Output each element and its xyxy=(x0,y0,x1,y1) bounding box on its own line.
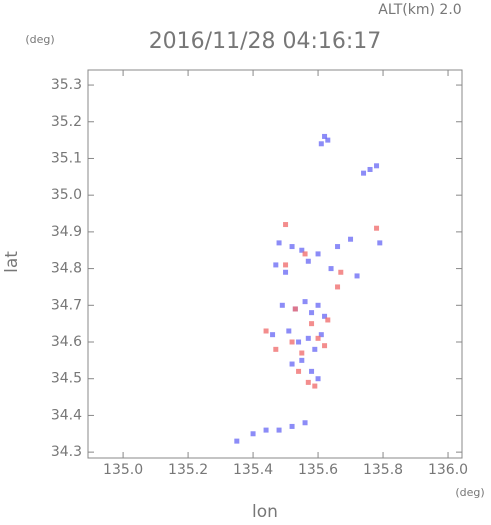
data-point xyxy=(377,240,383,246)
y-tick-label: 34.8 xyxy=(51,261,82,277)
data-point xyxy=(322,343,328,349)
data-point xyxy=(263,427,269,433)
data-point xyxy=(312,346,318,352)
data-point xyxy=(299,247,305,253)
x-axis-label: lon xyxy=(252,502,278,521)
data-point xyxy=(312,383,318,389)
y-tick-label: 35.2 xyxy=(51,114,82,130)
data-point xyxy=(315,335,321,341)
data-point xyxy=(335,284,341,290)
data-point xyxy=(309,310,315,316)
data-point xyxy=(361,170,367,176)
data-point xyxy=(374,163,380,169)
data-point xyxy=(276,240,282,246)
data-point xyxy=(354,273,360,279)
data-point xyxy=(289,423,295,429)
data-point xyxy=(289,244,295,250)
x-tick-label: 135.0 xyxy=(103,462,143,478)
data-point xyxy=(292,306,298,312)
data-point xyxy=(299,357,305,363)
data-point xyxy=(279,302,285,308)
y-axis-label: lat xyxy=(2,251,22,273)
data-point xyxy=(325,137,331,143)
y-tick-label: 34.3 xyxy=(51,444,82,460)
data-point xyxy=(315,302,321,308)
data-point xyxy=(318,332,324,338)
x-tick-label: 135.2 xyxy=(168,462,208,478)
data-point xyxy=(296,339,302,345)
data-point xyxy=(305,258,311,264)
data-point xyxy=(273,346,279,352)
data-point xyxy=(286,328,292,334)
data-point xyxy=(283,262,289,268)
data-point xyxy=(296,368,302,374)
y-tick-label: 34.5 xyxy=(51,371,82,387)
data-point xyxy=(270,332,276,338)
subtitle: ALT(km) 2.0 xyxy=(378,2,461,18)
data-point xyxy=(299,350,305,356)
data-point xyxy=(234,438,240,444)
y-tick-label: 35.0 xyxy=(51,187,82,203)
data-point xyxy=(302,420,308,426)
data-point xyxy=(315,376,321,382)
data-point xyxy=(335,244,341,250)
data-point xyxy=(302,299,308,305)
data-point xyxy=(305,379,311,385)
data-point xyxy=(338,269,344,275)
data-point xyxy=(305,335,311,341)
data-point xyxy=(289,339,295,345)
data-point xyxy=(322,133,328,139)
y-tick-label: 34.6 xyxy=(51,334,82,350)
data-point xyxy=(309,368,315,374)
data-point xyxy=(263,328,269,334)
data-point xyxy=(302,251,308,257)
y-tick-label: 34.7 xyxy=(51,297,82,313)
data-point xyxy=(348,236,354,242)
data-point xyxy=(325,317,331,323)
y-tick-label: 34.9 xyxy=(51,224,82,240)
data-point xyxy=(283,269,289,275)
x-tick-label: 135.4 xyxy=(233,462,273,478)
x-unit: (deg) xyxy=(455,486,484,499)
x-tick-label: 135.8 xyxy=(363,462,403,478)
chart-title: 2016/11/28 04:16:17 xyxy=(149,29,382,54)
y-tick-label: 34.4 xyxy=(51,407,82,423)
data-point xyxy=(273,262,279,268)
data-point xyxy=(367,166,373,172)
data-point xyxy=(283,222,289,228)
y-tick-label: 35.3 xyxy=(51,77,82,93)
data-point xyxy=(276,427,282,433)
x-tick-label: 136.0 xyxy=(428,462,468,478)
data-point xyxy=(289,361,295,367)
plot-frame xyxy=(87,69,463,459)
data-point xyxy=(318,141,324,147)
data-point xyxy=(315,251,321,257)
x-tick-label: 135.6 xyxy=(298,462,338,478)
data-point xyxy=(322,313,328,319)
y-unit: (deg) xyxy=(25,33,54,46)
data-point xyxy=(328,266,334,272)
data-point xyxy=(374,225,380,231)
y-tick-label: 35.1 xyxy=(51,150,82,166)
data-point xyxy=(250,431,256,437)
data-point xyxy=(309,321,315,327)
